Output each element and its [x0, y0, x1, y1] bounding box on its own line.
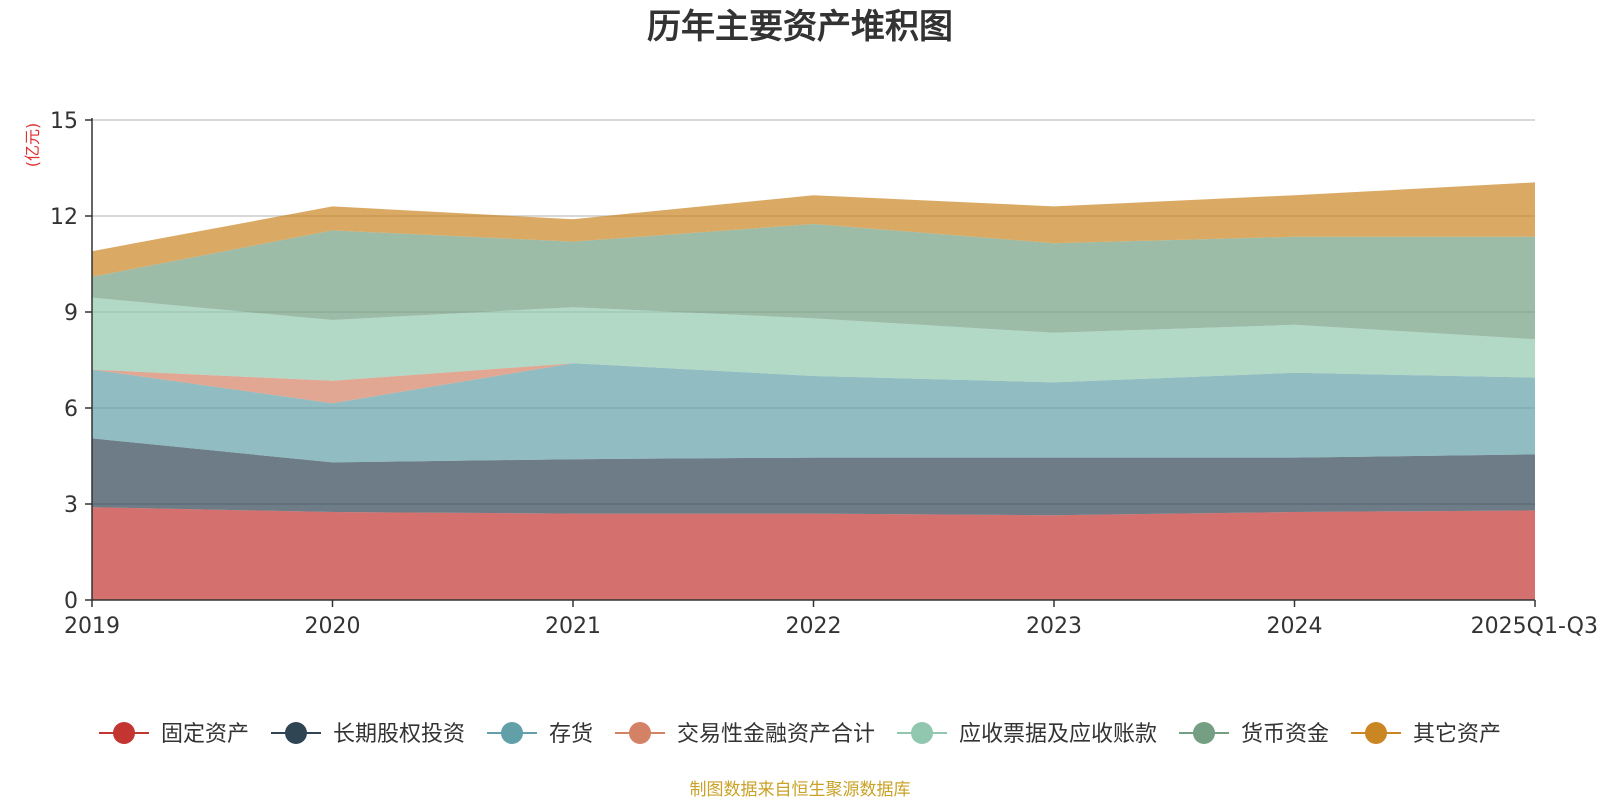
x-tick-label: 2025Q1-Q3	[1471, 614, 1598, 639]
y-tick-label: 9	[64, 301, 78, 326]
area-存货	[92, 363, 1535, 463]
chart-title: 历年主要资产堆积图	[647, 7, 953, 47]
legend-label: 固定资产	[161, 722, 249, 747]
legend-item[interactable]: 长期股权投资	[271, 722, 465, 747]
legend-item[interactable]: 存货	[487, 722, 593, 747]
legend-item[interactable]: 应收票据及应收账款	[897, 722, 1157, 747]
axes: 0 3 6 9 12 15 2019 2020 2021 2022 2023 2024 2025Q1-Q…	[50, 109, 1598, 639]
y-tick-label: 0	[64, 589, 78, 614]
legend-item[interactable]: 固定资产	[99, 722, 249, 747]
y-axis-unit: (亿元)	[23, 123, 42, 168]
x-tick-label: 2021	[545, 614, 601, 639]
legend-marker	[1193, 722, 1215, 744]
legend: 固定资产 长期股权投资 存货 交易性金融资产合计 应收票据及应收账款 货币资金 其它资产	[99, 722, 1501, 747]
area-series	[92, 182, 1535, 600]
x-tick-label: 2024	[1267, 614, 1323, 639]
legend-item[interactable]: 其它资产	[1351, 722, 1501, 747]
y-tick-label: 6	[64, 397, 78, 422]
source-note: 制图数据来自恒生聚源数据库	[690, 780, 911, 800]
x-tick-label: 2020	[305, 614, 361, 639]
area-交易性金融资产合计	[92, 363, 1535, 404]
legend-item[interactable]: 交易性金融资产合计	[615, 722, 875, 747]
legend-marker	[629, 722, 651, 744]
legend-marker	[113, 722, 135, 744]
y-tick-label: 15	[50, 109, 78, 134]
x-tick-label: 2023	[1026, 614, 1082, 639]
legend-label: 存货	[549, 722, 593, 747]
area-固定资产	[92, 507, 1535, 600]
legend-marker	[285, 722, 307, 744]
legend-label: 长期股权投资	[333, 722, 465, 747]
x-tick-label: 2022	[786, 614, 842, 639]
area-应收票据及应收账款	[92, 297, 1535, 383]
legend-marker	[911, 722, 933, 744]
legend-label: 应收票据及应收账款	[959, 722, 1157, 747]
legend-label: 货币资金	[1241, 722, 1329, 747]
area-其它资产	[92, 182, 1535, 277]
x-tick-label: 2019	[64, 614, 120, 639]
legend-marker	[501, 722, 523, 744]
y-tick-label: 12	[50, 205, 78, 230]
y-tick-label: 3	[64, 493, 78, 518]
area-货币资金	[92, 224, 1535, 340]
legend-label: 交易性金融资产合计	[677, 722, 875, 747]
legend-marker	[1365, 722, 1387, 744]
legend-label: 其它资产	[1413, 722, 1501, 747]
legend-item[interactable]: 货币资金	[1179, 722, 1329, 747]
